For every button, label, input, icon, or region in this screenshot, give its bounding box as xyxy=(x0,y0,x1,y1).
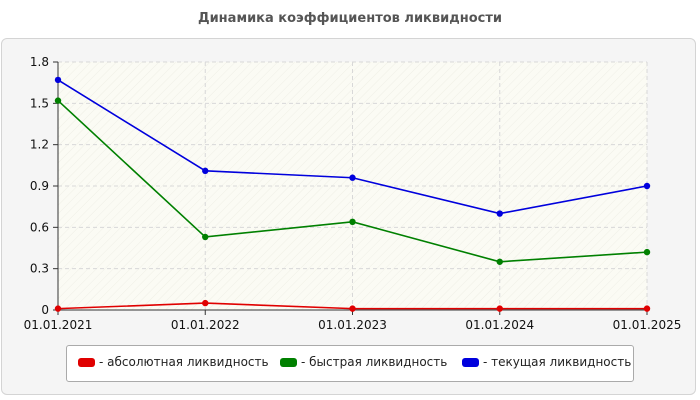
y-tick-label: 1.5 xyxy=(30,96,49,110)
legend-item-absolute-liquidity: - абсолютная ликвидность xyxy=(78,355,269,369)
x-tick-label: 01.01.2023 xyxy=(318,318,387,332)
y-tick-label: 1.8 xyxy=(30,55,49,69)
x-tick-label: 01.01.2022 xyxy=(171,318,240,332)
y-tick-label: 0.9 xyxy=(30,179,49,193)
data-point xyxy=(643,182,651,190)
legend-item-quick-liquidity: - быстрая ликвидность xyxy=(280,355,447,369)
legend-label: - текущая ликвидность xyxy=(483,355,632,369)
data-point xyxy=(643,248,651,256)
data-point xyxy=(54,76,62,84)
data-point xyxy=(202,167,209,175)
y-tick-label: 1.2 xyxy=(30,138,49,152)
data-point xyxy=(496,210,503,217)
data-point xyxy=(349,305,356,312)
data-point xyxy=(643,305,651,312)
data-point xyxy=(349,218,356,226)
chart-title: Динамика коэффициентов ликвидности xyxy=(198,11,502,26)
legend-item-current-liquidity: - текущая ликвидность xyxy=(462,355,631,369)
y-tick-label: 0.6 xyxy=(30,220,49,234)
data-point xyxy=(496,305,503,312)
x-tick-label: 01.01.2025 xyxy=(613,318,682,332)
data-point xyxy=(54,305,62,312)
data-point xyxy=(496,258,503,265)
y-tick-label: 0 xyxy=(41,303,49,317)
data-point xyxy=(202,233,209,241)
y-tick-label: 0.3 xyxy=(30,262,49,276)
x-tick-label: 01.01.2021 xyxy=(24,318,93,332)
series-lines xyxy=(54,76,651,312)
data-point xyxy=(54,97,62,104)
legend-swatch-red xyxy=(78,357,95,367)
legend-label: - абсолютная ликвидность xyxy=(99,355,269,369)
legend-swatch-green xyxy=(280,357,297,367)
data-point xyxy=(349,174,356,181)
x-tick-label: 01.01.2024 xyxy=(465,318,534,332)
legend-label: - быстрая ликвидность xyxy=(301,355,448,369)
legend-swatch-blue xyxy=(462,357,479,367)
data-point xyxy=(202,299,209,307)
tick-labels: 0 0.3 0.6 0.9 1.2 1.5 1.8 01.01.2021 01.01.2022 0… xyxy=(24,55,682,332)
grid-lines xyxy=(58,61,648,310)
legend: - абсолютная ликвидность - быстрая ликви… xyxy=(66,345,634,382)
